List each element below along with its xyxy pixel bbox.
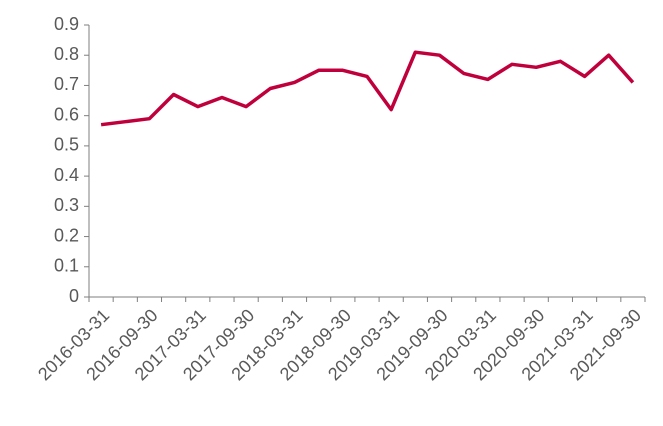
y-tick-label: 0.4 <box>54 165 79 185</box>
data-line <box>100 50 635 127</box>
y-tick-label: 0.7 <box>54 74 79 94</box>
y-tick-label: 0.1 <box>54 256 79 276</box>
y-tick-label: 0.6 <box>54 104 79 124</box>
y-tick-label: 0.5 <box>54 135 79 155</box>
y-tick-label: 0.3 <box>54 195 79 215</box>
y-tick-label: 0 <box>69 286 79 306</box>
y-tick-label: 0.2 <box>54 225 79 245</box>
y-tick-label: 0.9 <box>54 14 79 34</box>
y-tick-label: 0.8 <box>54 44 79 64</box>
